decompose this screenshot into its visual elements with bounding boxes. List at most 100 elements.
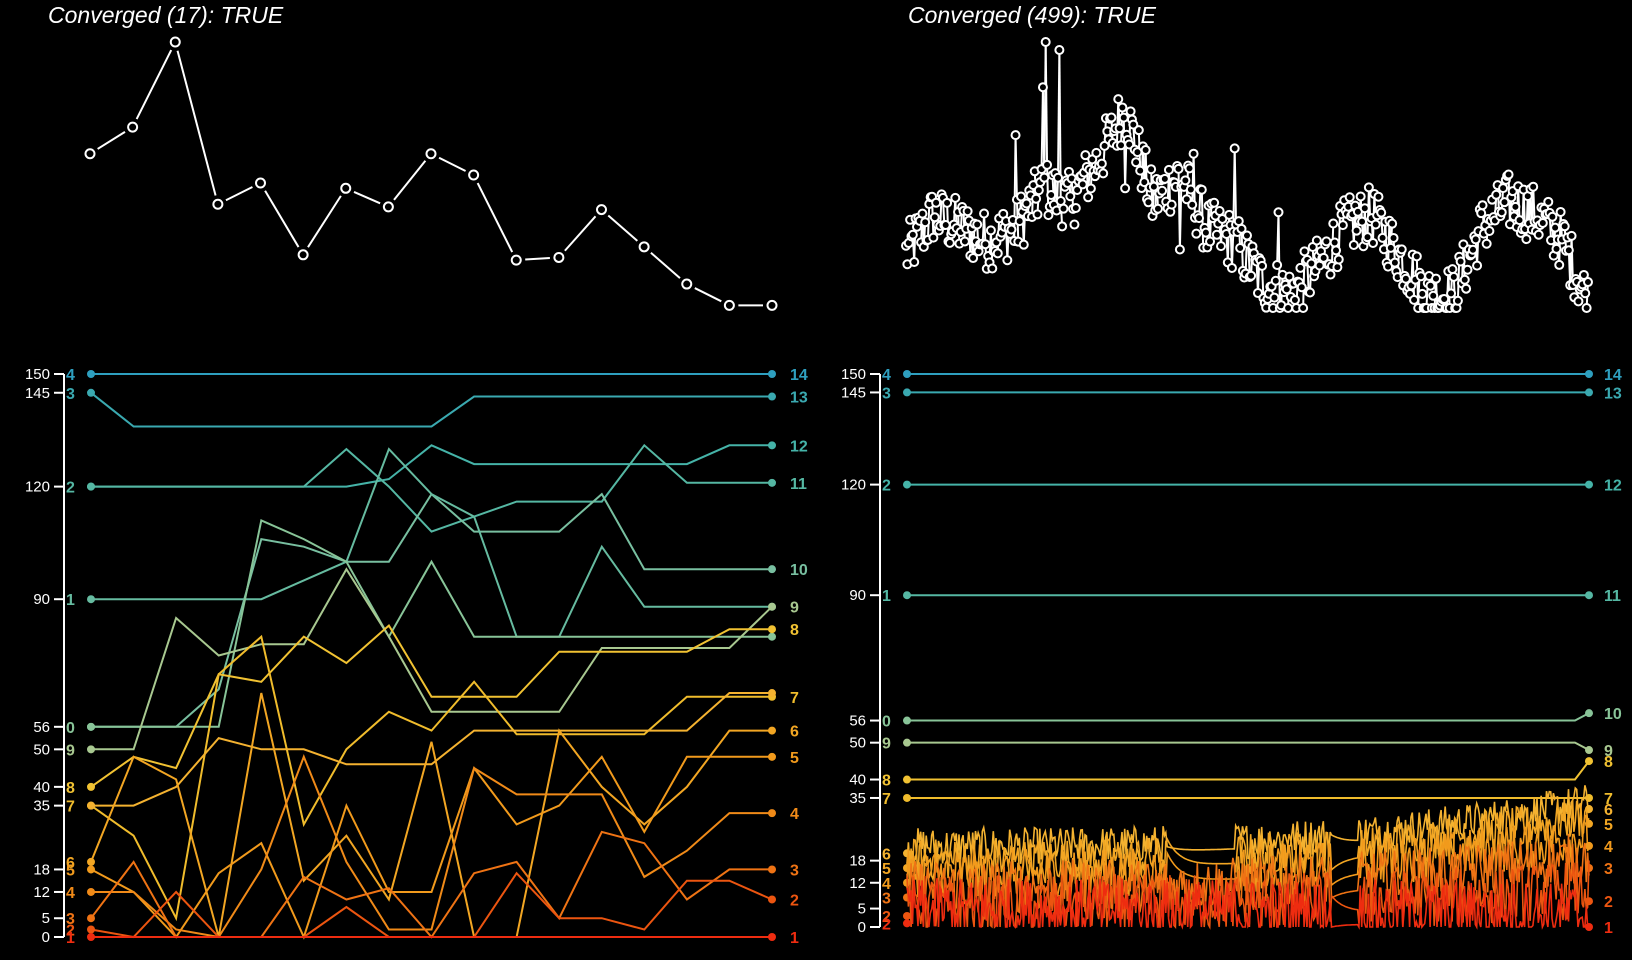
trace-point [1514, 215, 1525, 226]
trace-point [1359, 203, 1370, 214]
y-tick-label-left: 56 [33, 719, 50, 736]
trace-point [1325, 269, 1336, 280]
trace-point [1563, 245, 1574, 256]
trace-point [1452, 295, 1463, 306]
series-end-point [768, 602, 776, 611]
trace-point [553, 251, 565, 263]
objective-trace-right [901, 37, 1593, 313]
trace-point [942, 197, 953, 208]
trace-point [1304, 287, 1315, 298]
series-start-point [903, 793, 911, 802]
y-tick-label-left: 5 [42, 910, 50, 927]
trace-point [985, 225, 996, 236]
trace-point [1528, 181, 1539, 192]
trace-point [1533, 229, 1544, 240]
trace-point [1236, 223, 1247, 234]
trace-point [1331, 245, 1342, 256]
series-start-point [87, 370, 95, 378]
series-start-point [903, 911, 911, 920]
trace-point [1072, 184, 1083, 195]
series-start-point [903, 370, 911, 378]
trace-point [1573, 296, 1584, 307]
y-tick-label-right: 150 [841, 366, 866, 383]
series-end-label: 1 [1604, 920, 1613, 937]
trace-point [1428, 290, 1439, 301]
trace-point [1120, 183, 1131, 194]
trace-point [1006, 224, 1017, 235]
trace-segment [607, 214, 639, 242]
trace-point [1332, 262, 1343, 273]
trace-point [1114, 123, 1125, 134]
series-end-label: 7 [790, 690, 799, 707]
trace-point [1065, 191, 1076, 202]
trace-point [1351, 225, 1362, 236]
series-start-point [903, 775, 911, 784]
y-tick-label-right: 90 [849, 587, 866, 604]
series-end-point [768, 689, 776, 698]
series-start-label: 4 [882, 876, 891, 893]
series-end-point [1585, 480, 1593, 489]
series-line [90, 392, 772, 428]
trace-point [1152, 203, 1163, 214]
trace-point [1491, 189, 1502, 200]
trace-point [1187, 199, 1198, 210]
trace-point [468, 169, 480, 181]
series-start-point [87, 925, 95, 934]
series-start-point [903, 388, 911, 397]
trace-point [1476, 208, 1487, 219]
series-end-point [1585, 709, 1593, 718]
trace-point [1046, 190, 1057, 201]
y-tick-label-right: 145 [841, 384, 866, 401]
trace-point [1057, 221, 1068, 232]
series-end-label: 2 [790, 892, 799, 909]
y-tick-label-left: 35 [33, 798, 50, 815]
series-line [90, 623, 772, 788]
trace-point [1200, 227, 1211, 238]
series-line [91, 567, 773, 751]
trace-segment [393, 160, 427, 201]
y-tick-label-left: 12 [33, 884, 50, 901]
series-start-point [87, 722, 95, 731]
series-line [90, 692, 772, 938]
series-end-label: 3 [790, 862, 799, 879]
trace-point [992, 248, 1003, 259]
trace-point [1135, 165, 1146, 176]
series-end-label: 4 [1604, 839, 1613, 856]
trace-segment [1178, 186, 1183, 250]
trace-point [1510, 201, 1521, 212]
trace-point [1070, 203, 1081, 214]
y-tick-label-left: 18 [33, 861, 50, 878]
series-line [906, 878, 1590, 930]
series-start-point [87, 857, 95, 866]
series-start-point [87, 801, 95, 810]
trace-point [1077, 179, 1088, 190]
series-end-point [1585, 388, 1593, 397]
trace-point [1270, 275, 1281, 286]
trace-point [1363, 182, 1374, 193]
trace-point [1229, 143, 1240, 154]
trace-point [1411, 251, 1422, 262]
trace-point [425, 148, 437, 160]
series-start-label: 3 [882, 891, 891, 908]
trace-point [968, 253, 979, 264]
series-start-point [903, 738, 911, 747]
series-end-label: 14 [790, 367, 808, 384]
trace-point [1477, 200, 1488, 211]
series-line [91, 754, 772, 939]
trace-point [1503, 169, 1514, 180]
series-end-point [1585, 923, 1593, 931]
series-end-point [768, 478, 776, 487]
series-end-point [768, 752, 776, 761]
series-start-label: 0 [882, 714, 891, 731]
trace-point [1018, 239, 1029, 250]
trace-point [1272, 259, 1283, 270]
trace-point [909, 256, 920, 267]
trace-point [1580, 288, 1591, 299]
trace-point [917, 208, 928, 219]
series-start-point [87, 933, 95, 941]
trace-point [1016, 191, 1027, 202]
series-end-label: 13 [790, 390, 808, 407]
series-start-label: 4 [66, 885, 75, 902]
trace-point [1269, 292, 1280, 303]
